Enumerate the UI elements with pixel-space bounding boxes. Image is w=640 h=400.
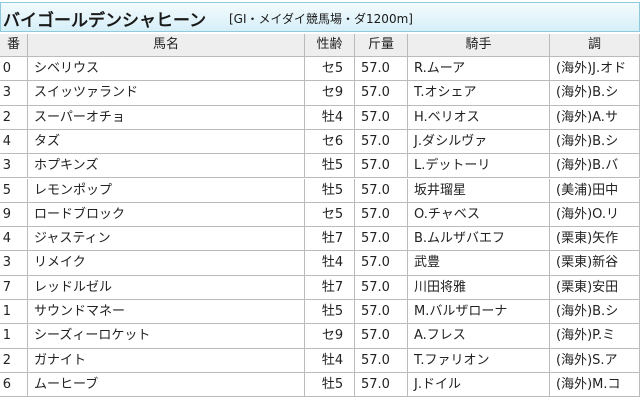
jockey: T.ファリオン [408,348,550,373]
sex-age: 牡4 [305,348,355,373]
weight: 57.0 [355,227,408,252]
jockey: J.ドイル [408,372,550,398]
weight: 57.0 [355,348,408,373]
sex-age: 牡5 [305,372,355,398]
jockey: O.チャベス [408,202,550,228]
column-header: 馬名 [28,34,305,57]
weight: 57.0 [355,81,408,106]
jockey: H.ベリオス [408,105,550,130]
jockey: J.ダシルヴァ [408,129,550,155]
sex-age: 牡7 [305,227,355,252]
horse-number: 5 [0,178,28,203]
jockey: L.デットーリ [408,154,550,179]
weight: 57.0 [355,324,408,349]
trainer: (栗東)矢作 [550,227,640,252]
jockey: 川田将雅 [408,275,550,300]
sex-age: 牡7 [305,275,355,300]
column-header: 番 [0,34,28,57]
horse-number: 2 [0,348,28,373]
weight: 57.0 [355,275,408,300]
jockey: 武豊 [408,251,550,276]
weight: 57.0 [355,105,408,130]
weight: 57.0 [355,202,408,228]
horse-number: 3 [0,154,28,179]
weight: 57.0 [355,154,408,179]
horse-name: スーパーオチョ [28,105,305,130]
subtitle: [GI・メイダイ競馬場・ダ1200m] [229,12,413,26]
trainer: (美浦)田中 [550,178,640,203]
sex-age: セ9 [305,81,355,106]
horse-name: シベリウス [28,57,305,82]
column-header: 調 [550,34,640,57]
column-header: 性齢 [305,34,355,57]
sex-age: 牡5 [305,300,355,325]
horse-number: 7 [0,275,28,300]
trainer: (海外)J.オド [550,57,640,82]
sex-age: セ6 [305,129,355,155]
jockey: 坂井瑠星 [408,178,550,203]
trainer: (栗東)安田 [550,275,640,300]
weight: 57.0 [355,57,408,82]
horse-name: ガナイト [28,348,305,373]
horse-name: リメイク [28,251,305,276]
weight: 57.0 [355,251,408,276]
horse-name: ホプキンズ [28,154,305,179]
horse-number: 9 [0,202,28,228]
title: バイゴールデンシャヒーン [3,11,207,31]
horse-name: レモンポップ [28,178,305,203]
horse-name: サウンドマネー [28,300,305,325]
horse-name: ロードブロック [28,202,305,228]
title-bar: バイゴールデンシャヒーン [GI・メイダイ競馬場・ダ1200m] [0,2,640,32]
horse-name: ジャスティン [28,227,305,252]
trainer: (海外)P.ミ [550,324,640,349]
horse-name: レッドルゼル [28,275,305,300]
horse-number: 1 [0,324,28,349]
horse-name: シーズィーロケット [28,324,305,349]
horse-number: 4 [0,129,28,155]
jockey: B.ムルザバエフ [408,227,550,252]
column-header: 騎手 [408,34,550,57]
horse-number: 0 [0,57,28,82]
trainer: (海外)B.バ [550,154,640,179]
jockey: A.フレス [408,324,550,349]
weight: 57.0 [355,129,408,155]
trainer: (海外)O.リ [550,202,640,228]
horse-name: ムーヒーブ [28,372,305,398]
horse-name: タズ [28,129,305,155]
sex-age: セ5 [305,57,355,82]
trainer: (海外)A.サ [550,105,640,130]
sex-age: セ5 [305,202,355,228]
horse-number: 4 [0,227,28,252]
sex-age: 牡5 [305,178,355,203]
weight: 57.0 [355,300,408,325]
sex-age: 牡4 [305,105,355,130]
sex-age: 牡4 [305,251,355,276]
jockey: R.ムーア [408,57,550,82]
trainer: (海外)M.コ [550,372,640,398]
horse-number: 3 [0,81,28,106]
column-header: 斤量 [355,34,408,57]
weight: 57.0 [355,372,408,398]
trainer: (海外)S.ア [550,348,640,373]
trainer: (海外)B.シ [550,300,640,325]
horse-number: 3 [0,251,28,276]
horse-number: 1 [0,300,28,325]
horse-name: スイッツァランド [28,81,305,106]
jockey: T.オシェア [408,81,550,106]
sex-age: セ9 [305,324,355,349]
jockey: M.バルザローナ [408,300,550,325]
trainer: (栗東)新谷 [550,251,640,276]
trainer: (海外)B.シ [550,129,640,155]
trainer: (海外)B.シ [550,81,640,106]
sex-age: 牡5 [305,154,355,179]
weight: 57.0 [355,178,408,203]
horse-number: 6 [0,372,28,398]
horse-number: 2 [0,105,28,130]
